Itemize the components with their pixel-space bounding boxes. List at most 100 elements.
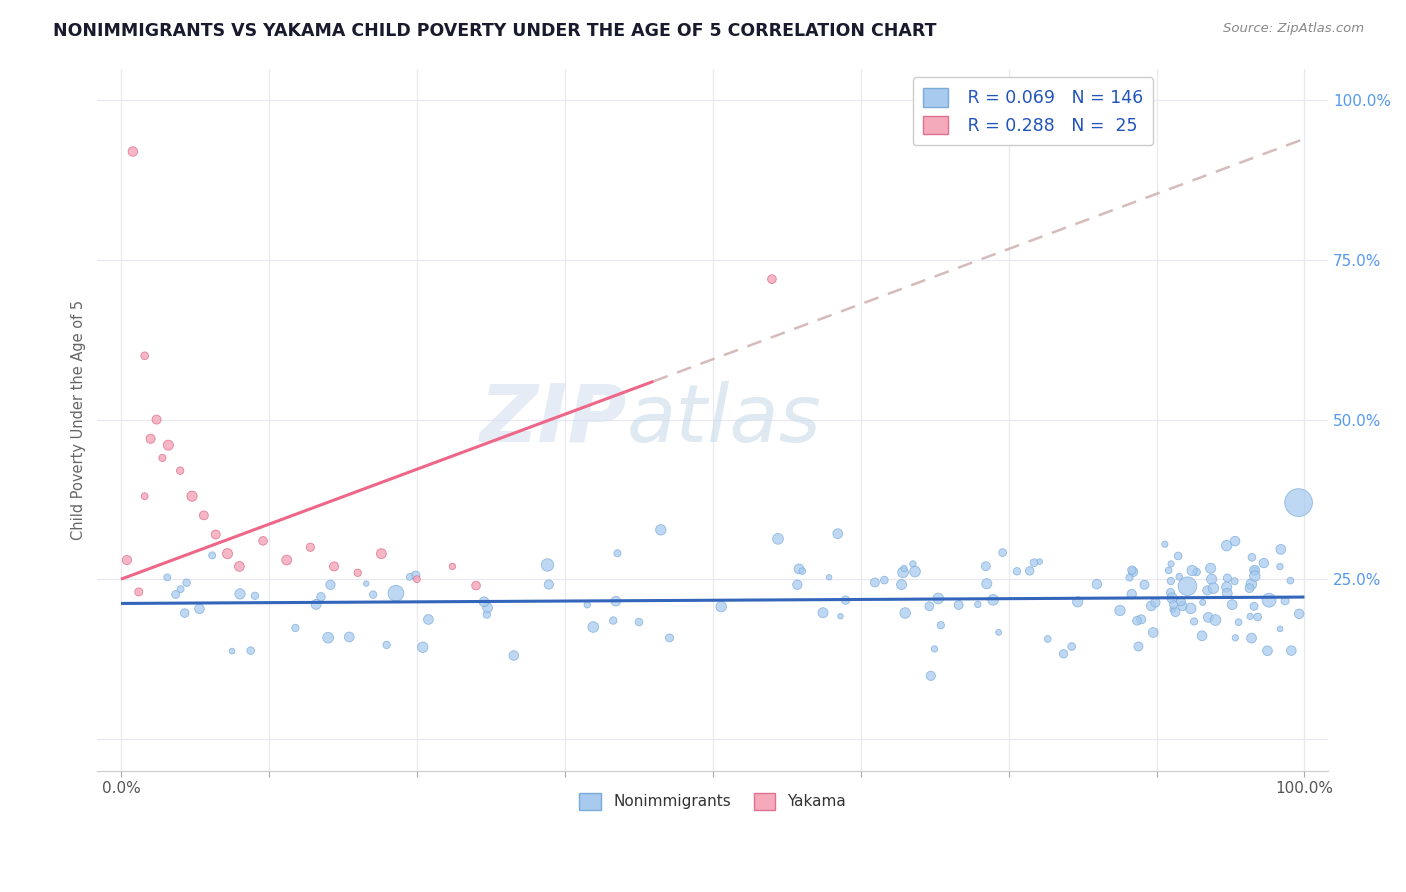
Point bbox=[1161, 591, 1184, 605]
Point bbox=[1170, 594, 1192, 608]
Point bbox=[1164, 605, 1187, 619]
Point bbox=[1121, 587, 1143, 601]
Point bbox=[465, 578, 488, 592]
Point bbox=[1274, 593, 1296, 607]
Point bbox=[1160, 574, 1182, 588]
Point bbox=[156, 570, 179, 584]
Point bbox=[976, 576, 998, 591]
Point bbox=[1167, 549, 1189, 563]
Point bbox=[1018, 564, 1040, 578]
Point bbox=[1154, 537, 1177, 551]
Point bbox=[1157, 563, 1180, 577]
Point bbox=[873, 573, 896, 587]
Point bbox=[1244, 569, 1267, 583]
Point bbox=[284, 621, 307, 635]
Point bbox=[165, 588, 187, 602]
Point bbox=[319, 578, 342, 592]
Point bbox=[606, 546, 628, 560]
Point bbox=[1085, 577, 1108, 591]
Point bbox=[710, 599, 733, 614]
Text: ZIP: ZIP bbox=[479, 381, 627, 458]
Point bbox=[627, 615, 650, 629]
Point bbox=[217, 547, 239, 561]
Point bbox=[502, 648, 524, 663]
Point bbox=[1240, 631, 1263, 645]
Point bbox=[792, 564, 814, 578]
Point bbox=[375, 638, 398, 652]
Point bbox=[576, 598, 599, 612]
Point bbox=[188, 602, 211, 616]
Point bbox=[582, 620, 605, 634]
Point bbox=[243, 589, 266, 603]
Point bbox=[1185, 565, 1208, 579]
Point bbox=[176, 575, 198, 590]
Point bbox=[1128, 640, 1150, 654]
Point bbox=[134, 489, 156, 503]
Point bbox=[811, 606, 834, 620]
Point bbox=[658, 631, 681, 645]
Point bbox=[121, 145, 143, 159]
Text: atlas: atlas bbox=[627, 381, 821, 458]
Point bbox=[1060, 640, 1083, 654]
Point bbox=[229, 587, 252, 601]
Point bbox=[1220, 598, 1243, 612]
Point bbox=[1133, 578, 1156, 592]
Point bbox=[305, 598, 328, 612]
Text: Source: ZipAtlas.com: Source: ZipAtlas.com bbox=[1223, 22, 1364, 36]
Point bbox=[1197, 610, 1219, 624]
Point bbox=[1197, 583, 1219, 598]
Point bbox=[536, 558, 558, 572]
Point bbox=[1270, 542, 1292, 557]
Point bbox=[981, 592, 1004, 607]
Point bbox=[1028, 555, 1050, 569]
Point bbox=[1279, 643, 1302, 657]
Point bbox=[1256, 644, 1278, 658]
Point bbox=[1223, 574, 1246, 589]
Point bbox=[201, 549, 224, 563]
Point bbox=[927, 591, 949, 606]
Point bbox=[1253, 556, 1275, 570]
Point bbox=[139, 432, 162, 446]
Point bbox=[966, 598, 988, 612]
Point bbox=[354, 576, 377, 591]
Point bbox=[1243, 564, 1265, 578]
Point bbox=[1130, 612, 1153, 626]
Point bbox=[477, 600, 499, 615]
Point bbox=[1216, 571, 1239, 585]
Point bbox=[134, 349, 156, 363]
Point bbox=[1066, 595, 1088, 609]
Point bbox=[472, 595, 495, 609]
Text: NONIMMIGRANTS VS YAKAMA CHILD POVERTY UNDER THE AGE OF 5 CORRELATION CHART: NONIMMIGRANTS VS YAKAMA CHILD POVERTY UN… bbox=[53, 22, 936, 40]
Point bbox=[1202, 581, 1225, 595]
Point bbox=[1052, 647, 1074, 661]
Point bbox=[1239, 609, 1261, 624]
Point bbox=[1191, 629, 1213, 643]
Legend: Nonimmigrants, Yakama: Nonimmigrants, Yakama bbox=[574, 787, 852, 815]
Point bbox=[1144, 595, 1167, 609]
Point bbox=[323, 559, 346, 574]
Point bbox=[891, 566, 914, 580]
Point bbox=[145, 412, 167, 426]
Point bbox=[221, 644, 243, 658]
Point bbox=[1168, 570, 1191, 584]
Point bbox=[1122, 565, 1144, 579]
Point bbox=[405, 568, 427, 582]
Point bbox=[904, 565, 927, 579]
Point bbox=[1243, 563, 1265, 577]
Point bbox=[1005, 564, 1028, 578]
Point bbox=[193, 508, 215, 523]
Point bbox=[299, 541, 322, 555]
Point bbox=[1258, 593, 1281, 607]
Point bbox=[1215, 539, 1237, 553]
Point bbox=[1268, 622, 1291, 636]
Point bbox=[761, 272, 783, 286]
Point bbox=[276, 553, 298, 567]
Point bbox=[901, 557, 924, 571]
Point bbox=[787, 562, 810, 576]
Point bbox=[228, 559, 250, 574]
Point bbox=[1225, 631, 1247, 645]
Point bbox=[157, 438, 180, 452]
Point bbox=[974, 559, 997, 574]
Point bbox=[1279, 574, 1302, 588]
Point bbox=[1022, 556, 1045, 570]
